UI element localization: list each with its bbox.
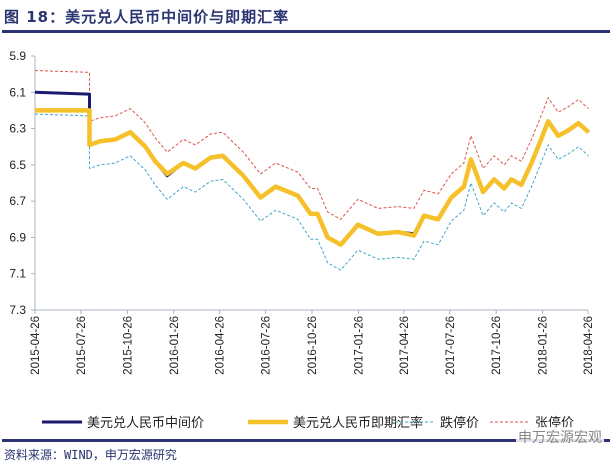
y-tick-label: 6.7 [9,194,26,208]
footer-divider [2,439,610,442]
series-line-0 [34,90,590,247]
chart-title: 图 18：美元兑人民币中间价与即期汇率 [4,8,290,26]
x-tick-label: 2016-04-26 [215,316,227,375]
x-tick-label: 2017-01-26 [353,316,365,375]
x-tick-label: 2015-07-26 [76,316,88,375]
y-tick-label: 7.3 [9,303,26,317]
y-tick-label: 6.9 [9,230,26,244]
y-tick-label: 6.3 [9,122,26,136]
x-tick-label: 2017-04-26 [399,316,411,375]
y-tick-label: 5.9 [9,49,26,63]
watermark-logo: 申万宏源宏观 [516,427,604,447]
legend-label-0: 美元兑人民币中间价 [87,416,204,431]
x-tick-label: 2016-01-26 [169,316,181,375]
x-tick-label: 2018-01-26 [538,316,550,375]
series-line-2 [34,113,589,271]
x-tick-label: 2016-10-26 [307,316,319,375]
legend-label-1: 美元兑人民币即期汇率 [293,415,423,431]
x-tick-label: 2015-04-26 [30,316,42,375]
line-chart: 5.9 6.1 6.3 6.5 6.7 6.9 7.1 7.3 2015-04-26 2015-0… [9,49,595,431]
x-tick-label: 2017-10-26 [491,316,503,375]
title-divider [2,30,610,33]
series-line-3 [34,70,589,220]
x-tick-label: 2017-07-26 [445,316,457,375]
x-tick-label: 2016-07-26 [261,316,273,375]
legend-label-2: 跌停价 [440,415,479,431]
x-tick-label: 2015-10-26 [122,316,134,375]
y-tick-label: 6.1 [9,85,26,99]
y-tick-label: 7.1 [9,267,26,281]
series-line-1 [35,108,591,247]
x-tick-label: 2018-04-26 [583,316,595,375]
y-tick-label: 6.5 [9,158,26,172]
source-note: 资料来源：WIND，申万宏源研究 [4,448,177,462]
